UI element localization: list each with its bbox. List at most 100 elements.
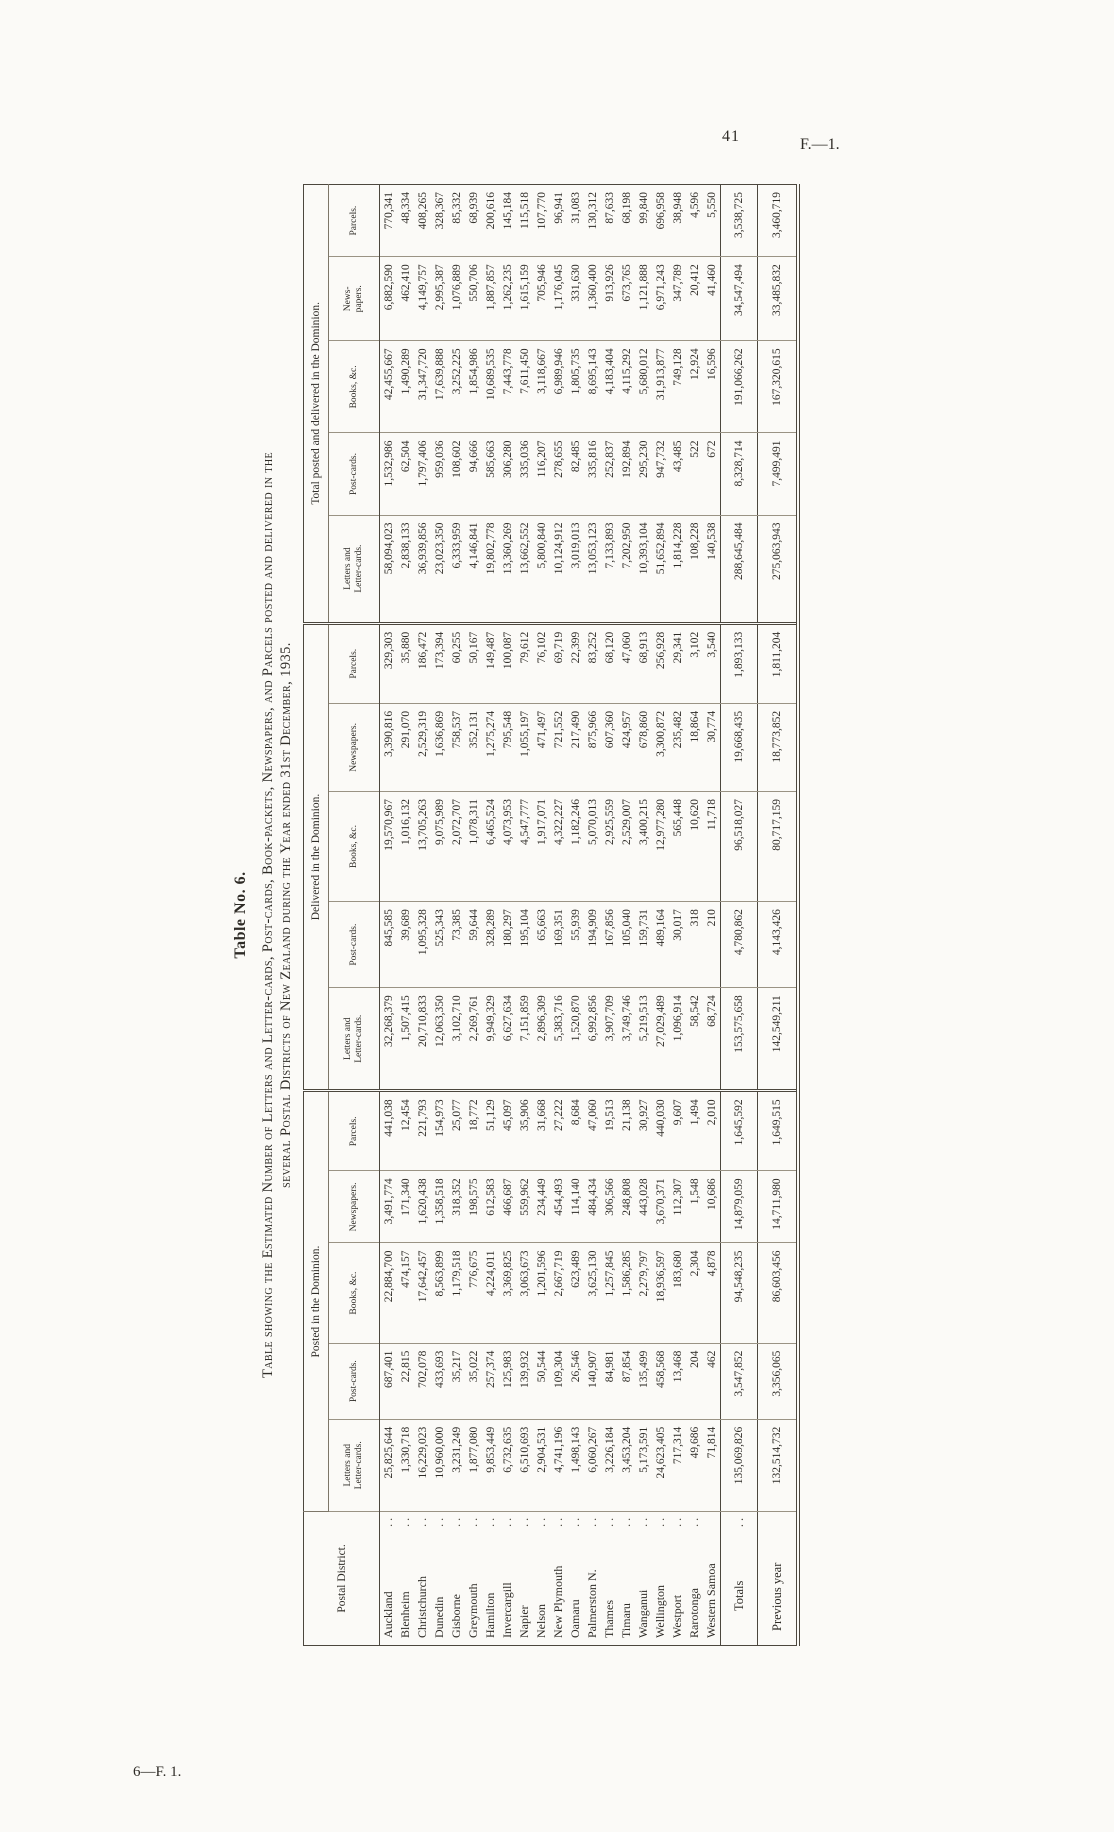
district-name-cell: Timaru.. xyxy=(618,1511,635,1645)
value-cell: 672 xyxy=(703,432,721,516)
value-cell: 3,019,013 xyxy=(567,515,584,624)
district-row: Nelson.. 2,904,531 50,544 1,201,596 234,449 3… xyxy=(533,184,550,1646)
value-cell: 10,686 xyxy=(703,1170,721,1243)
value-cell: 85,332 xyxy=(448,184,465,257)
value-cell: 2,072,707 xyxy=(448,791,465,902)
value-cell: 1,275,274 xyxy=(482,703,499,792)
value-cell: 2,667,719 xyxy=(550,1243,567,1344)
value-cell: 13,053,123 xyxy=(584,515,601,624)
value-cell: 39,689 xyxy=(397,901,414,988)
leader-dots: .. xyxy=(602,1514,616,1527)
value-cell: 76,102 xyxy=(533,623,550,704)
value-cell: 424,957 xyxy=(618,703,635,792)
value-cell: 25,825,644 xyxy=(379,1419,397,1512)
value-cell: 7,133,893 xyxy=(601,515,618,624)
district-name-cell: Auckland.. xyxy=(380,1511,398,1645)
value-cell: 31,668 xyxy=(533,1090,550,1171)
district-name: Hamilton xyxy=(483,1592,497,1638)
value-cell: 43,485 xyxy=(669,432,686,516)
value-cell: 1,854,986 xyxy=(465,340,482,433)
leader-dots: .. xyxy=(449,1514,463,1527)
district-row: Napier.. 6,510,693 139,932 3,063,673 559,962… xyxy=(516,184,533,1646)
district-row: Dunedin.. 10,960,000 433,693 8,563,899 1,358… xyxy=(431,184,448,1646)
value-cell: 13,360,269 xyxy=(499,515,516,624)
district-name-cell: Thames.. xyxy=(601,1511,618,1645)
group-header-row: Postal District. Posted in the Dominion.… xyxy=(303,184,380,1646)
value-cell: 9,607 xyxy=(669,1090,686,1171)
value-cell: 607,360 xyxy=(601,703,618,792)
value-cell: 132,514,732 xyxy=(757,1419,798,1512)
value-cell: 8,563,899 xyxy=(431,1243,448,1344)
col-total-parcels: Parcels. xyxy=(328,184,380,257)
value-cell: 9,853,449 xyxy=(482,1419,499,1512)
value-cell: 58,542 xyxy=(686,987,703,1091)
value-cell: 68,198 xyxy=(618,184,635,257)
value-cell: 73,385 xyxy=(448,901,465,988)
district-row: Western Samoa 71,814 462 4,878 10,686 2,010 68… xyxy=(703,184,721,1646)
col-posted-newspapers: Newspapers. xyxy=(328,1170,380,1243)
value-cell: 2,279,797 xyxy=(635,1243,652,1344)
value-cell: 135,499 xyxy=(635,1343,652,1420)
value-cell: 7,202,950 xyxy=(618,515,635,624)
col-delivered-letters: Letters and Letter-cards. xyxy=(328,987,380,1091)
value-cell: 5,550 xyxy=(703,184,721,257)
value-cell: 35,022 xyxy=(465,1343,482,1420)
value-cell: 22,399 xyxy=(567,623,584,704)
district-name: Previous year xyxy=(769,1562,784,1631)
value-cell: 4,073,953 xyxy=(499,791,516,902)
value-cell: 1,615,159 xyxy=(516,256,533,341)
value-cell: 10,393,104 xyxy=(635,515,652,624)
value-cell: 776,675 xyxy=(465,1243,482,1344)
district-name: Dunedin xyxy=(432,1596,446,1638)
value-cell: 234,449 xyxy=(533,1170,550,1243)
value-cell: 1,498,143 xyxy=(567,1419,584,1512)
value-cell: 18,936,597 xyxy=(652,1243,669,1344)
value-cell: 256,928 xyxy=(652,623,669,704)
value-cell: 1,358,518 xyxy=(431,1170,448,1243)
district-row: Wanganui.. 5,173,591 135,499 2,279,797 443,0… xyxy=(635,184,652,1646)
value-cell: 257,374 xyxy=(482,1343,499,1420)
value-cell: 180,297 xyxy=(499,901,516,988)
value-cell: 1,095,328 xyxy=(414,901,431,988)
value-cell: 717,314 xyxy=(669,1419,686,1512)
value-cell: 115,518 xyxy=(516,184,533,257)
value-cell: 167,856 xyxy=(601,901,618,988)
value-cell: 408,265 xyxy=(414,184,431,257)
value-cell: 17,642,457 xyxy=(414,1243,431,1344)
value-cell: 795,548 xyxy=(499,703,516,792)
value-cell: 20,412 xyxy=(686,256,703,341)
value-cell: 195,104 xyxy=(516,901,533,988)
value-cell: 335,036 xyxy=(516,432,533,516)
district-row: New Plymouth.. 4,741,196 109,304 2,667,719 4… xyxy=(550,184,567,1646)
table-number: Table No. 6. xyxy=(232,871,249,959)
value-cell: 17,639,888 xyxy=(431,340,448,433)
district-name-cell: Totals.. xyxy=(720,1511,758,1646)
value-cell: 1,179,518 xyxy=(448,1243,465,1344)
leader-dots: .. xyxy=(381,1514,395,1527)
value-cell: 458,568 xyxy=(652,1343,669,1420)
value-cell: 440,030 xyxy=(652,1090,669,1171)
col-delivered-parcels: Parcels. xyxy=(328,623,380,704)
value-cell: 192,894 xyxy=(618,432,635,516)
value-cell: 139,932 xyxy=(516,1343,533,1420)
district-row: Wellington.. 24,623,405 458,568 18,936,597 3… xyxy=(652,184,669,1646)
value-cell: 7,611,450 xyxy=(516,340,533,433)
value-cell: 2,995,387 xyxy=(431,256,448,341)
value-cell: 2,269,761 xyxy=(465,987,482,1091)
value-cell: 4,146,841 xyxy=(465,515,482,624)
district-name: Rarotonga xyxy=(687,1588,701,1638)
value-cell: 335,816 xyxy=(584,432,601,516)
value-cell: 3,118,667 xyxy=(533,340,550,433)
column-header-row: Letters and Letter-cards. Post-cards. Bo… xyxy=(328,184,380,1646)
value-cell: 2,896,309 xyxy=(533,987,550,1091)
value-cell: 2,529,319 xyxy=(414,703,431,792)
value-cell: 26,546 xyxy=(567,1343,584,1420)
value-cell: 7,151,859 xyxy=(516,987,533,1091)
value-cell: 142,549,211 xyxy=(757,987,798,1091)
value-cell: 51,129 xyxy=(482,1090,499,1171)
value-cell: 16,596 xyxy=(703,340,721,433)
district-name-cell: Rarotonga.. xyxy=(686,1511,703,1645)
value-cell: 86,603,456 xyxy=(757,1243,798,1344)
value-cell: 58,094,023 xyxy=(379,515,397,624)
